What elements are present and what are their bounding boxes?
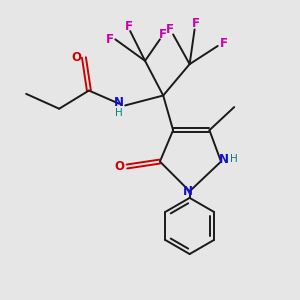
Text: O: O <box>115 160 124 173</box>
Text: F: F <box>220 37 228 50</box>
Text: F: F <box>192 17 200 30</box>
Text: N: N <box>114 96 124 109</box>
Text: H: H <box>230 154 237 164</box>
Text: F: F <box>124 20 133 33</box>
Text: N: N <box>183 185 193 198</box>
Text: F: F <box>159 28 167 41</box>
Text: O: O <box>72 51 82 64</box>
Text: N: N <box>219 153 229 167</box>
Text: H: H <box>116 108 123 118</box>
Text: F: F <box>166 23 174 36</box>
Text: F: F <box>105 33 113 46</box>
